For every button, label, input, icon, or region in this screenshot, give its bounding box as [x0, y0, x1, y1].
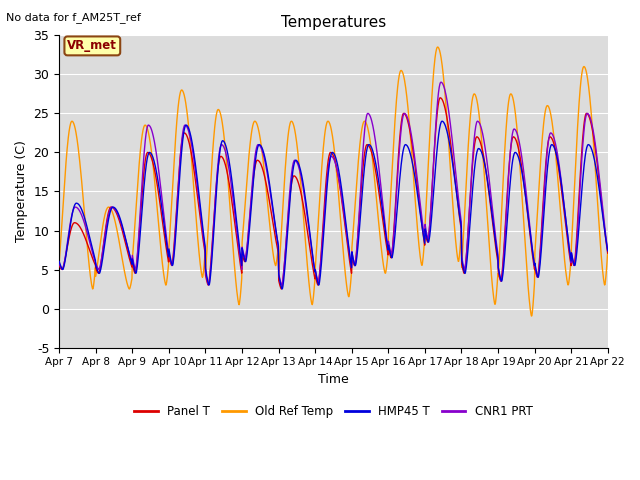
Text: VR_met: VR_met [67, 39, 117, 52]
Legend: Panel T, Old Ref Temp, HMP45 T, CNR1 PRT: Panel T, Old Ref Temp, HMP45 T, CNR1 PRT [129, 400, 537, 423]
Title: Temperatures: Temperatures [281, 15, 386, 30]
Text: No data for f_AM25T_ref: No data for f_AM25T_ref [6, 12, 141, 23]
Y-axis label: Temperature (C): Temperature (C) [15, 141, 28, 242]
X-axis label: Time: Time [318, 373, 349, 386]
